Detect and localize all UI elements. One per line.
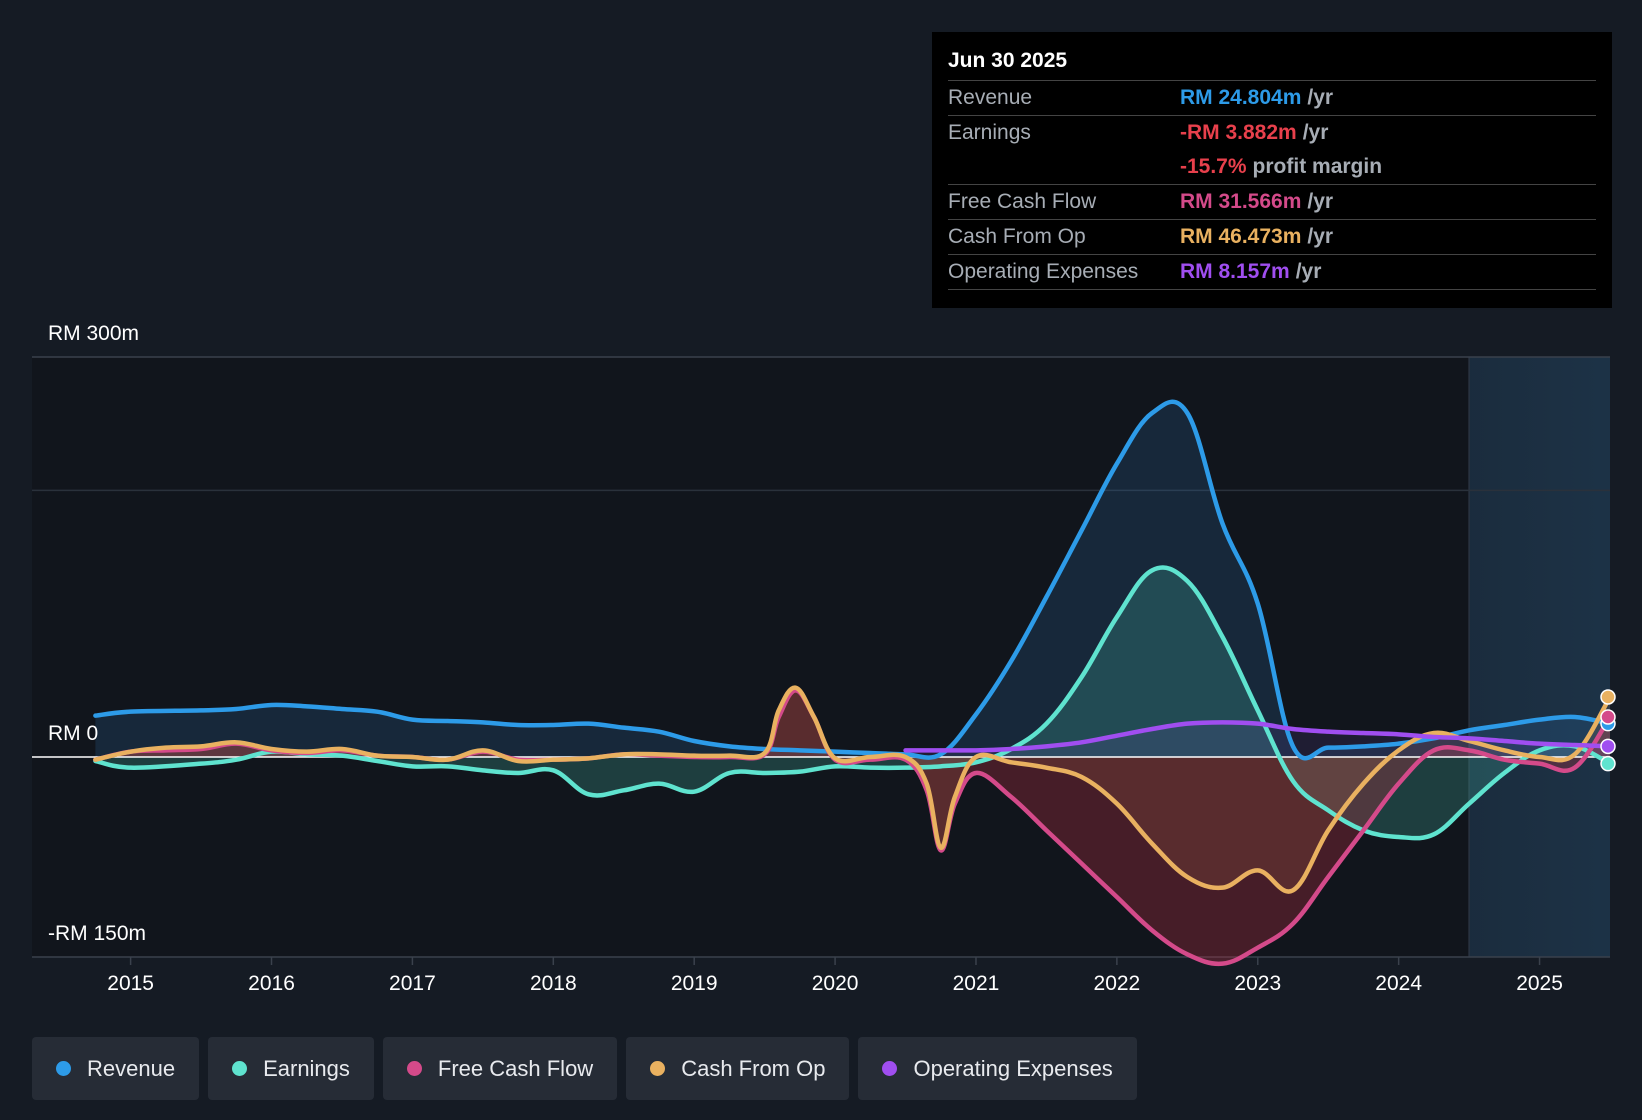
tooltip-unit: /yr: [1307, 86, 1334, 109]
endpoint-operating-expenses: [1600, 738, 1616, 755]
series-endpoints: [1600, 689, 1616, 772]
tooltip-row-profit-margin: -15.7% profit margin: [948, 150, 1596, 185]
area-cash-from-op: [95, 687, 1611, 892]
tooltip-unit: profit margin: [1252, 155, 1383, 178]
tooltip-row-operating-expenses: Operating Expenses RM 8.157m /yr: [948, 255, 1596, 290]
legend-dot-icon: [232, 1061, 248, 1076]
tooltip-label: Cash From Op: [948, 225, 1086, 248]
legend: Revenue Earnings Free Cash Flow Cash Fro…: [32, 1037, 1137, 1100]
tooltip-row-revenue: Revenue RM 24.804m /yr: [948, 81, 1596, 116]
tooltip-value: -15.7%: [1180, 155, 1247, 178]
tooltip-value: RM 24.804m: [1180, 86, 1302, 109]
tooltip-value: RM 46.473m: [1180, 225, 1302, 248]
tooltip-unit: /yr: [1302, 121, 1329, 144]
tooltip-row-earnings: Earnings -RM 3.882m /yr: [948, 116, 1596, 150]
tooltip-label: Free Cash Flow: [948, 190, 1097, 213]
legend-dot-icon: [650, 1061, 666, 1076]
x-tick-label: 2022: [1094, 972, 1141, 995]
legend-dot-icon: [882, 1061, 898, 1076]
legend-item-free-cash-flow[interactable]: Free Cash Flow: [382, 1037, 618, 1100]
x-tick-label: 2024: [1375, 972, 1422, 995]
legend-label: Cash From Op: [681, 1055, 826, 1081]
x-tick-label: 2018: [530, 972, 577, 995]
legend-item-operating-expenses[interactable]: Operating Expenses: [858, 1037, 1137, 1100]
area-revenue: [95, 401, 1611, 759]
y-label-bottom: -RM 150m: [48, 922, 146, 945]
line-cash-from-op: [93, 685, 1613, 894]
line-operating-expenses: [903, 720, 1613, 753]
tooltip-label: Revenue: [948, 86, 1033, 109]
legend-label: Revenue: [87, 1055, 176, 1081]
x-tick-label: 2021: [953, 972, 1000, 995]
y-label-zero: RM 0: [48, 722, 98, 745]
x-tick-label: 2015: [107, 972, 154, 995]
x-tick-label: 2017: [389, 972, 436, 995]
endpoint-free-cash-flow: [1600, 709, 1616, 725]
legend-item-earnings[interactable]: Earnings: [208, 1037, 374, 1100]
area-free-cash-flow: [95, 690, 1611, 964]
legend-label: Operating Expenses: [913, 1055, 1113, 1081]
forecast-region: [1469, 357, 1610, 957]
tooltip-unit: /yr: [1307, 190, 1334, 213]
x-tick-label: 2023: [1234, 972, 1281, 995]
legend-label: Free Cash Flow: [437, 1055, 594, 1081]
legend-item-revenue[interactable]: Revenue: [32, 1037, 200, 1100]
tooltip-row-cash-from-op: Cash From Op RM 46.473m /yr: [948, 220, 1596, 255]
legend-item-cash-from-op[interactable]: Cash From Op: [626, 1037, 850, 1100]
tooltip-panel: Jun 30 2025 Revenue RM 24.804m /yr Earni…: [932, 32, 1612, 308]
tooltip-date: Jun 30 2025: [948, 46, 1596, 81]
tooltip-row-free-cash-flow: Free Cash Flow RM 31.566m /yr: [948, 185, 1596, 220]
endpoint-earnings: [1600, 755, 1616, 772]
tooltip-value: RM 8.157m: [1180, 260, 1290, 283]
tooltip-label: Operating Expenses: [948, 260, 1139, 283]
y-label-top: RM 300m: [48, 322, 139, 345]
tooltip-value: -RM 3.882m: [1180, 121, 1297, 144]
x-axis-ticks: 2015 2016 2017 2018 2019 2020 2021 2022 2023 2024…: [107, 957, 1563, 995]
tooltip-label: Earnings: [948, 121, 1031, 144]
x-tick-label: 2020: [812, 972, 859, 995]
x-tick-label: 2019: [671, 972, 718, 995]
x-tick-label: 2016: [248, 972, 295, 995]
tooltip-unit: /yr: [1295, 260, 1322, 283]
legend-dot-icon: [406, 1061, 422, 1076]
tooltip-label: [948, 150, 1180, 184]
legend-label: Earnings: [263, 1055, 350, 1081]
legend-dot-icon: [56, 1061, 71, 1076]
endpoint-cash-from-op: [1600, 689, 1616, 705]
tooltip-value: RM 31.566m: [1180, 190, 1302, 213]
series-lines: [93, 399, 1613, 967]
x-tick-label: 2025: [1516, 972, 1563, 995]
tooltip-unit: /yr: [1307, 225, 1334, 248]
